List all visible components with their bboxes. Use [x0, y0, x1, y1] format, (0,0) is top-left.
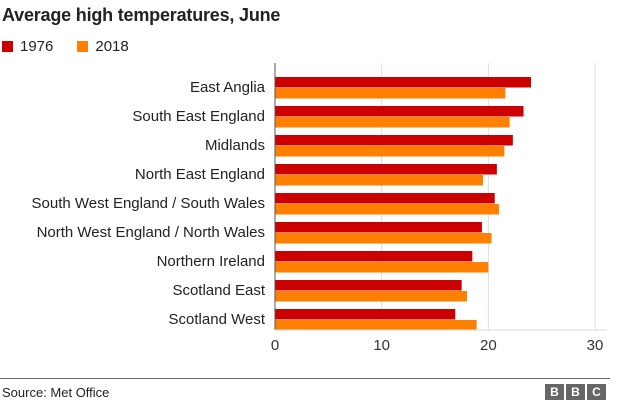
category-label: South East England	[132, 108, 265, 125]
source-note: Source: Met Office	[2, 385, 110, 400]
bar-2018	[275, 88, 506, 99]
category-label: North West England / North Wales	[37, 224, 265, 241]
category-label: South West England / South Wales	[32, 195, 265, 212]
category-label: Northern Ireland	[157, 253, 265, 270]
legend-item-1976: 1976	[2, 38, 53, 55]
legend-label-2018: 2018	[95, 38, 129, 55]
bar-2018	[275, 175, 483, 186]
bbc-logo-letter: B	[545, 384, 564, 400]
bar-2018	[275, 262, 489, 273]
category-label: North East England	[135, 166, 265, 183]
legend-label-1976: 1976	[20, 38, 54, 55]
category-label: Midlands	[205, 137, 265, 154]
bar-2018	[275, 204, 499, 215]
bar-2018	[275, 233, 492, 244]
bar-1976	[275, 280, 462, 291]
category-label: Scotland West	[169, 311, 266, 328]
bar-1976	[275, 106, 524, 117]
bar-1976	[275, 77, 531, 88]
bar-2018	[275, 117, 510, 128]
bar-1976	[275, 135, 513, 146]
legend-swatch-2018	[77, 41, 89, 52]
category-label: East Anglia	[190, 79, 266, 96]
x-tick-label: 30	[587, 337, 604, 354]
bar-1976	[275, 222, 482, 233]
bbc-logo-letter: C	[587, 384, 606, 400]
chart-title: Average high temperatures, June	[2, 5, 281, 25]
legend-item-2018: 2018	[77, 38, 129, 55]
bar-2018	[275, 320, 477, 331]
bar-1976	[275, 251, 473, 262]
bar-2018	[275, 291, 467, 302]
bar-1976	[275, 193, 495, 204]
bbc-logo-letter: B	[566, 384, 585, 400]
bar-2018	[275, 146, 505, 157]
chart-legend: 1976 2018	[2, 38, 153, 55]
bbc-logo: B B C	[543, 384, 606, 400]
x-tick-label: 10	[373, 337, 390, 354]
footer-divider	[0, 378, 610, 379]
bar-1976	[275, 309, 456, 320]
x-tick-label: 0	[271, 337, 279, 354]
category-label: Scotland East	[172, 282, 265, 299]
bar-1976	[275, 164, 497, 175]
x-tick-label: 20	[480, 337, 497, 354]
legend-swatch-1976	[2, 41, 13, 52]
